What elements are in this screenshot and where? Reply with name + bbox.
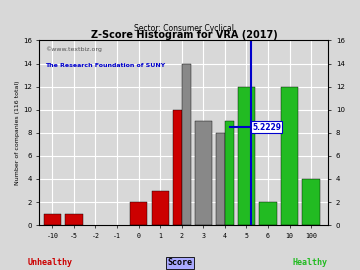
Bar	[44, 214, 61, 225]
Text: 5.2229: 5.2229	[252, 123, 281, 131]
Text: Healthy: Healthy	[292, 258, 327, 267]
Bar	[182, 63, 191, 225]
Text: Score: Score	[167, 258, 193, 267]
Bar	[259, 202, 276, 225]
Bar	[130, 202, 147, 225]
Bar	[152, 191, 169, 225]
Y-axis label: Number of companies (116 total): Number of companies (116 total)	[15, 80, 20, 185]
Text: Unhealthy: Unhealthy	[28, 258, 73, 267]
Bar	[65, 214, 82, 225]
Bar	[281, 87, 298, 225]
Title: Z-Score Histogram for VRA (2017): Z-Score Histogram for VRA (2017)	[90, 31, 277, 40]
Bar	[216, 133, 225, 225]
Bar	[195, 121, 212, 225]
Bar	[225, 121, 234, 225]
Text: ©www.textbiz.org: ©www.textbiz.org	[45, 46, 102, 52]
Text: Sector: Consumer Cyclical: Sector: Consumer Cyclical	[134, 24, 234, 33]
Bar	[173, 110, 182, 225]
Bar	[302, 179, 320, 225]
Text: The Research Foundation of SUNY: The Research Foundation of SUNY	[45, 63, 166, 68]
Bar	[238, 87, 255, 225]
